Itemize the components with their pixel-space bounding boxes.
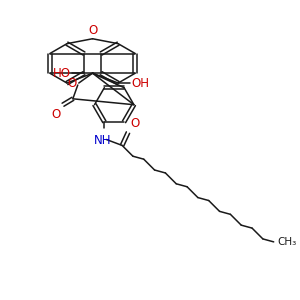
Text: OH: OH — [131, 76, 149, 90]
Text: O: O — [130, 117, 139, 130]
Text: O: O — [88, 24, 97, 37]
Text: NH: NH — [94, 134, 111, 147]
Text: CH₃: CH₃ — [278, 237, 297, 247]
Text: HO: HO — [53, 67, 71, 80]
Text: O: O — [68, 76, 77, 90]
Text: O: O — [52, 108, 61, 121]
